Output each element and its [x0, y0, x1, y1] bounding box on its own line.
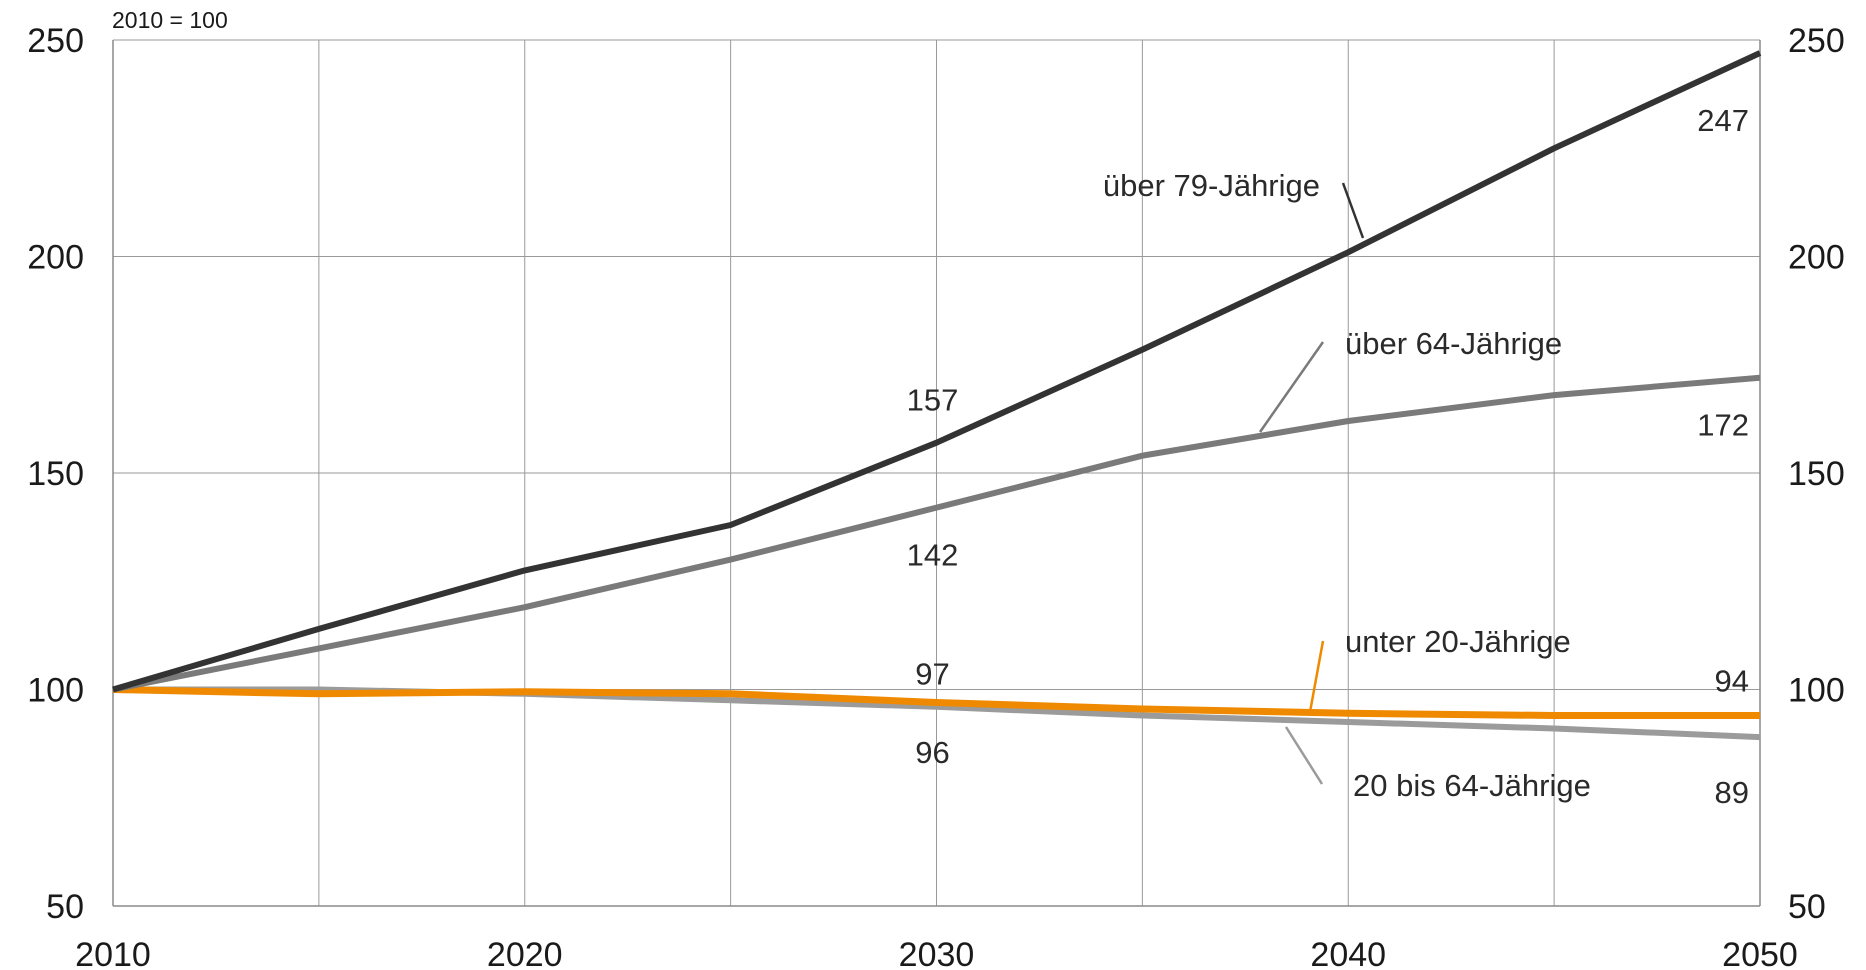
data-label-157: 157 [907, 383, 959, 418]
y-tick-right-200: 200 [1788, 239, 1845, 277]
tick-labels: 50 50 100 100 150 150 200 200 250 250 2010 2020 2030… [27, 22, 1844, 970]
data-label-142: 142 [907, 538, 959, 573]
leader-line-3 [1284, 726, 1324, 785]
y-tick-left-200: 200 [27, 239, 84, 277]
data-labels: 157 142 97 96 247 172 94 89 [907, 103, 1749, 810]
x-tick-2040: 2040 [1310, 936, 1386, 970]
y-tick-right-100: 100 [1788, 672, 1845, 710]
data-label-96: 96 [915, 735, 949, 770]
series-label-2: unter 20-Jährige [1345, 624, 1571, 659]
axes [112, 40, 1761, 907]
x-tick-2050: 2050 [1722, 936, 1798, 970]
x-tick-2020: 2020 [487, 936, 563, 970]
y-tick-right-150: 150 [1788, 455, 1845, 493]
x-tick-2010: 2010 [75, 936, 151, 970]
y-tick-left-250: 250 [27, 22, 84, 60]
data-label-247: 247 [1697, 103, 1749, 138]
series-label-1: über 64-Jährige [1345, 326, 1562, 361]
y-tick-left-150: 150 [27, 455, 84, 493]
y-tick-right-50: 50 [1788, 888, 1826, 926]
data-label-172: 172 [1697, 408, 1749, 443]
gridlines [113, 39, 1760, 906]
series-label-3: 20 bis 64-Jährige [1353, 768, 1591, 803]
label-leader-lines [1258, 182, 1365, 785]
series-lines [112, 50, 1762, 741]
data-label-97: 97 [915, 656, 949, 691]
series-label-0: über 79-Jährige [1103, 168, 1320, 203]
leader-line-0 [1341, 182, 1365, 239]
leader-line-2 [1308, 640, 1325, 713]
y-tick-left-100: 100 [27, 672, 84, 710]
y-tick-left-50: 50 [46, 888, 84, 926]
series-line-1 [112, 374, 1761, 693]
leader-line-1 [1258, 341, 1325, 433]
data-label-94: 94 [1715, 663, 1749, 698]
series-line-2 [112, 686, 1760, 719]
x-tick-2030: 2030 [899, 936, 975, 970]
unit-label: 2010 = 100 [112, 7, 228, 33]
y-tick-right-250: 250 [1788, 22, 1845, 60]
series-line-0 [112, 50, 1762, 693]
series-labels: über 79-Jährige über 64-Jährige unter 20-J… [1103, 168, 1591, 803]
data-label-89: 89 [1715, 775, 1749, 810]
